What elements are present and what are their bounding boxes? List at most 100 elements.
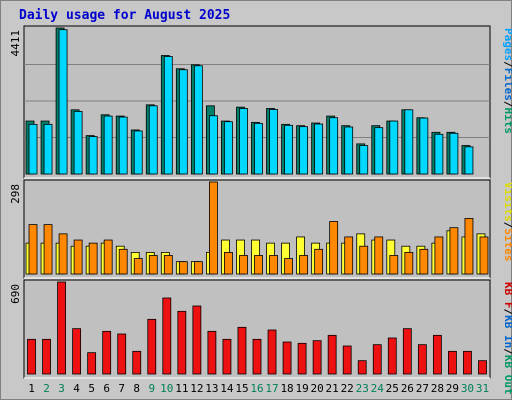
bar-sites-day-12	[193, 261, 203, 275]
bar-sites-day-24	[374, 236, 384, 275]
panel-top-legend: Pages/Files/Hits	[502, 28, 512, 134]
bar-kb-f-day-8	[132, 350, 142, 375]
legend-separator: /	[502, 309, 512, 316]
legend-item: Pages	[502, 28, 512, 61]
bar-kb-f-day-19	[297, 342, 307, 375]
bar-files-day-9	[148, 105, 158, 175]
bar-kb-f-day-22	[342, 345, 352, 375]
bar-sites-day-13	[209, 181, 218, 275]
x-tick-label: 29	[446, 382, 459, 395]
bar-sites-day-7	[118, 248, 128, 275]
legend-separator: /	[502, 61, 512, 68]
x-tick-label: 8	[133, 382, 140, 395]
chart-title: Daily usage for August 2025	[19, 8, 231, 23]
x-tick-label: 25	[386, 382, 399, 395]
legend-separator: /	[502, 348, 512, 355]
bar-kb-f-day-12	[192, 305, 202, 375]
bar-sites-day-21	[329, 221, 339, 275]
bar-sites-day-16	[254, 255, 263, 275]
bar-sites-day-6	[103, 239, 113, 275]
x-tick-label: 2	[43, 382, 50, 395]
x-tick-label: 24	[371, 382, 385, 395]
x-tick-label: 31	[476, 382, 489, 395]
bar-files-day-3	[58, 29, 68, 175]
bar-sites-day-14	[224, 251, 233, 275]
bar-files-day-20	[314, 123, 324, 175]
bar-sites-day-22	[344, 236, 354, 275]
legend-item: Hits	[502, 108, 512, 135]
x-axis: 1 2 3 4 5 6 7 8 9 10 11 12 13 14 15 16 17 18 19 20 21 22 23 24 2…	[28, 382, 489, 395]
bar-kb-f-day-29	[448, 350, 457, 375]
x-tick-label: 7	[118, 382, 125, 395]
bar-kb-f-day-15	[237, 326, 247, 375]
x-tick-label: 11	[175, 382, 188, 395]
x-tick-label: 20	[311, 382, 324, 395]
bar-sites-day-8	[133, 258, 143, 275]
legend-item: Sites	[502, 228, 512, 261]
bar-kb-f-day-5	[87, 352, 97, 375]
bar-sites-day-19	[299, 255, 308, 275]
x-tick-label: 23	[356, 382, 369, 395]
bar-sites-day-27	[419, 248, 429, 275]
bar-kb-f-day-28	[432, 334, 442, 375]
bar-files-day-30	[464, 146, 474, 175]
bar-kb-f-day-9	[147, 318, 157, 375]
x-tick-label: 17	[265, 382, 278, 395]
legend-item: Files	[502, 68, 512, 101]
bar-sites-day-3	[58, 233, 68, 275]
bar-kb-f-day-27	[417, 344, 427, 375]
bar-files-day-1	[28, 123, 38, 175]
bar-kb-f-day-6	[102, 330, 112, 375]
bar-kb-f-day-23	[357, 360, 367, 375]
bar-sites-day-5	[88, 242, 98, 275]
bar-sites-day-23	[359, 245, 369, 275]
x-tick-label: 9	[148, 382, 155, 395]
bar-files-day-17	[269, 109, 278, 175]
bar-kb-f-day-1	[27, 338, 36, 375]
bar-files-day-6	[103, 115, 113, 175]
bar-files-day-10	[163, 56, 173, 175]
x-tick-label: 19	[295, 382, 308, 395]
x-tick-label: 12	[190, 382, 203, 395]
x-tick-label: 1	[28, 382, 35, 395]
legend-item: KB In	[502, 315, 512, 348]
bar-files-day-5	[88, 136, 98, 175]
x-tick-label: 16	[250, 382, 263, 395]
x-tick-label: 27	[416, 382, 429, 395]
bar-files-day-19	[299, 126, 308, 175]
x-tick-label: 4	[73, 382, 80, 395]
x-tick-label: 15	[235, 382, 248, 395]
bar-files-day-16	[254, 122, 263, 175]
x-tick-label: 30	[461, 382, 474, 395]
bar-files-day-11	[178, 69, 188, 175]
bar-files-day-27	[419, 117, 429, 175]
bar-kb-f-day-25	[387, 337, 397, 375]
bar-kb-f-day-26	[402, 328, 412, 375]
bar-kb-f-day-21	[327, 334, 337, 375]
bar-sites-day-26	[404, 251, 414, 275]
bar-files-day-21	[329, 117, 339, 175]
bar-sites-day-11	[178, 261, 188, 275]
bar-kb-f-day-31	[478, 360, 487, 375]
bar-sites-day-20	[314, 248, 324, 275]
legend-item: KB F	[502, 282, 512, 309]
bar-files-day-2	[43, 123, 53, 175]
bar-kb-f-day-17	[267, 329, 277, 375]
panel-bottom-legend: KB F/KB In/KB Out	[502, 282, 512, 395]
x-tick-label: 21	[326, 382, 339, 395]
bar-kb-f-day-20	[312, 340, 322, 375]
bar-sites-day-4	[73, 239, 83, 275]
bar-kb-f-day-4	[72, 328, 82, 375]
bar-files-day-24	[374, 127, 384, 175]
x-tick-label: 14	[220, 382, 234, 395]
legend-separator: /	[502, 101, 512, 108]
bar-kb-f-day-7	[117, 333, 127, 375]
bar-files-day-25	[389, 120, 399, 175]
x-tick-label: 22	[341, 382, 354, 395]
bar-kb-f-day-10	[162, 297, 172, 375]
bar-files-day-23	[359, 145, 369, 175]
legend-item: KB Out	[502, 355, 512, 395]
bar-sites-day-25	[389, 255, 399, 275]
bar-kb-f-day-11	[177, 310, 187, 375]
